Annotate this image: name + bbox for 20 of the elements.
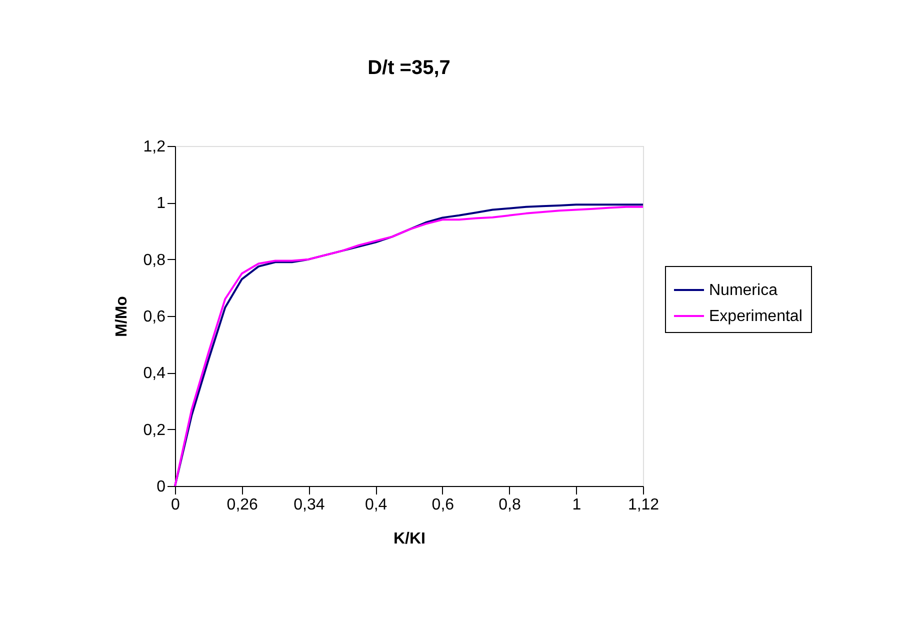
x-tick-label: 0 <box>171 496 180 514</box>
x-tick-label: 0,26 <box>226 496 258 514</box>
x-tick-label: 0,4 <box>364 496 388 514</box>
y-tick-label: 0,4 <box>143 365 166 382</box>
y-tick-label: 0,6 <box>143 308 166 326</box>
x-tick-label: 1,12 <box>628 496 660 514</box>
y-tick-label: 0,2 <box>143 422 166 439</box>
x-tick-label: 1 <box>572 496 582 514</box>
legend-label: Experimental <box>709 308 802 325</box>
x-tick-label: 0,8 <box>498 496 522 514</box>
chart-title: D/t =35,7 <box>368 57 450 79</box>
y-tick-label: 0,8 <box>143 252 166 269</box>
y-axis-title: M/Mo <box>113 296 130 337</box>
y-tick-label: 1 <box>156 195 166 212</box>
x-tick-label: 0,6 <box>432 496 454 514</box>
y-tick-label: 0 <box>156 478 166 496</box>
legend-label: Numerica <box>709 282 778 299</box>
y-tick-label: 1,2 <box>143 138 166 156</box>
x-tick-label: 0,34 <box>294 496 325 514</box>
x-axis-title: K/KI <box>394 530 426 548</box>
